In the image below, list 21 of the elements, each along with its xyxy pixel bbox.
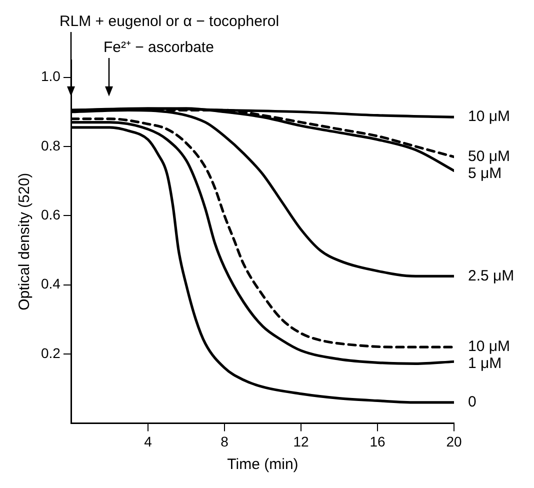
text: Fe²⁺ − ascorbate (103, 39, 214, 56)
x-tick-label: 8 (220, 433, 229, 450)
series-label: 10 μM (468, 108, 510, 126)
series-label: 2.5 μM (468, 267, 514, 284)
x-axis-title: Time (min) (227, 456, 298, 474)
x-tick-label: 20 (446, 433, 462, 450)
y-tick-label: 0.8 (40, 137, 61, 154)
y-tick-label: 0.6 (40, 206, 61, 223)
series-label: 1 μM (468, 355, 502, 372)
y-tick-label: 0.4 (40, 276, 61, 292)
y-tick-label: 1.0 (40, 68, 61, 84)
series-label: 50 μM (468, 148, 510, 165)
x-tick-label: 16 (370, 433, 386, 450)
y-tick-label: 0.2 (40, 344, 61, 361)
series-label: 10 μM (468, 338, 510, 356)
x-tick-label: 12 (293, 433, 309, 450)
text: RLM + eugenol or α − tocopherol (59, 13, 280, 30)
y-axis-title: Optical density (520) (16, 172, 34, 310)
series-label: 5 μM (468, 164, 502, 182)
x-tick-label: 4 (144, 433, 152, 450)
series-label: 0 (468, 394, 476, 411)
